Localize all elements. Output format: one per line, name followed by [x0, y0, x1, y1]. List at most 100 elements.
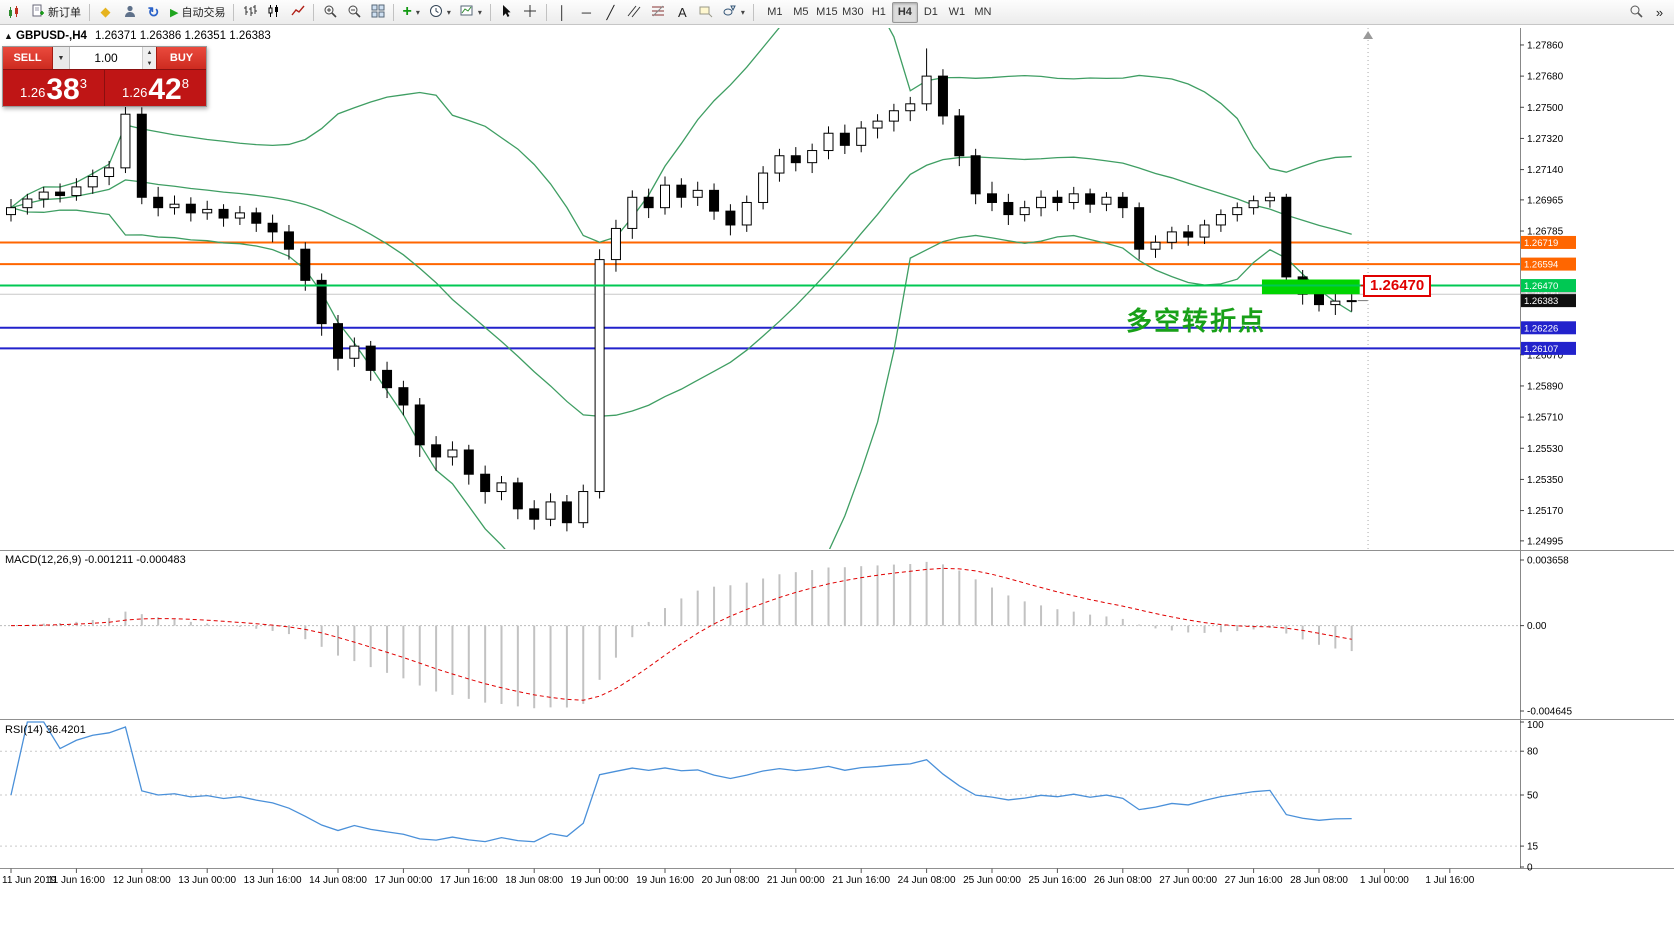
candlestick-chart-icon: [267, 4, 281, 21]
highlight-box[interactable]: [0, 279, 1520, 295]
annotation-text[interactable]: 多空转折点: [1126, 306, 1267, 336]
candlestick-chart-button[interactable]: [262, 2, 285, 23]
svg-text:15: 15: [1527, 842, 1539, 853]
channel-tool[interactable]: [623, 2, 646, 23]
zoom-out-button[interactable]: [342, 2, 365, 23]
ohlc-values: 1.26371 1.26386 1.26351 1.26383: [94, 30, 271, 42]
toolbar-more-button[interactable]: »: [1648, 2, 1671, 23]
svg-text:0.00: 0.00: [1527, 621, 1547, 632]
line-chart-button[interactable]: [286, 2, 309, 23]
fibonacci-tool[interactable]: [647, 2, 670, 23]
trendline-tool[interactable]: ╱: [599, 2, 622, 23]
macd-axis[interactable]: 0.003658 0.00 -0.004645: [1520, 556, 1572, 718]
separator: [489, 3, 491, 21]
ask-big-digits: 42: [148, 73, 182, 106]
svg-text:20 Jun 08:00: 20 Jun 08:00: [701, 875, 759, 886]
chart-frame: [0, 28, 1674, 869]
svg-text:1.25530: 1.25530: [1527, 444, 1564, 455]
search-button[interactable]: [1624, 2, 1647, 23]
clock-icon: [429, 4, 443, 21]
svg-text:19 Jun 16:00: 19 Jun 16:00: [636, 875, 694, 886]
bar-chart-icon: [243, 4, 257, 21]
cursor-button[interactable]: [495, 2, 518, 23]
price-axis[interactable]: 1.27860 1.27680 1.27500 1.27320 1.27140 1.269…: [1520, 40, 1576, 547]
sell-button[interactable]: SELL: [3, 47, 53, 69]
volume-value[interactable]: 1.00: [94, 51, 118, 65]
tf-m30-button[interactable]: M30: [840, 2, 866, 23]
svg-text:13 Jun 16:00: 13 Jun 16:00: [244, 875, 302, 886]
macd-label: MACD(12,26,9) -0.001211 -0.000483: [5, 554, 186, 566]
tile-windows-button[interactable]: [366, 2, 389, 23]
oneclick-collapse-toggle[interactable]: ▲: [4, 31, 13, 41]
refresh-button[interactable]: ↻: [142, 2, 165, 23]
tf-h4-button[interactable]: H4: [891, 1, 918, 23]
tf-m1-button[interactable]: M1: [762, 2, 788, 23]
volume-up-button[interactable]: ▲: [143, 47, 156, 58]
svg-text:25 Jun 16:00: 25 Jun 16:00: [1028, 875, 1086, 886]
buy-button[interactable]: BUY: [156, 47, 206, 69]
svg-text:1.25890: 1.25890: [1527, 381, 1564, 392]
rsi-axis[interactable]: 100 80 50 15 0: [1520, 720, 1544, 874]
price-callout[interactable]: 1.26470: [1363, 275, 1432, 297]
bollinger-bands: [10, 28, 1353, 549]
crosshair-button[interactable]: [519, 2, 542, 23]
chevron-down-icon: ▾: [446, 7, 451, 17]
app-chart-icon: [3, 2, 26, 23]
volume-down-button[interactable]: ▼: [143, 58, 156, 69]
bar-chart-button[interactable]: [238, 2, 261, 23]
chevron-right-icon: »: [1655, 4, 1664, 20]
tf-w1-button[interactable]: W1: [944, 2, 970, 23]
svg-text:28 Jun 08:00: 28 Jun 08:00: [1290, 875, 1348, 886]
svg-text:1.27500: 1.27500: [1527, 103, 1564, 114]
vertical-line-icon: │: [558, 4, 567, 20]
ask-price[interactable]: 1.26 42 8: [105, 70, 206, 106]
timeframe-group: M1 M5 M15 M30 H1 H4 D1 W1 MN: [762, 1, 996, 23]
chart-canvas[interactable]: 1.27860 1.27680 1.27500 1.27320 1.27140 1.269…: [0, 25, 1674, 947]
svg-text:17 Jun 16:00: 17 Jun 16:00: [440, 875, 498, 886]
svg-text:11 Jun 2019: 11 Jun 2019: [2, 875, 57, 886]
label-tool[interactable]: [695, 2, 718, 23]
profile-button[interactable]: [118, 2, 141, 23]
level-lines[interactable]: [0, 241, 1520, 350]
macd-pane: [0, 561, 1520, 709]
svg-text:17 Jun 00:00: 17 Jun 00:00: [374, 875, 432, 886]
fibonacci-icon: [651, 4, 665, 21]
svg-text:1.27860: 1.27860: [1527, 40, 1564, 51]
svg-text:25 Jun 00:00: 25 Jun 00:00: [963, 875, 1021, 886]
tf-d1-button[interactable]: D1: [918, 2, 944, 23]
horizontal-line-tool[interactable]: ─: [575, 2, 598, 23]
bid-prefix: 1.26: [20, 85, 46, 100]
zoom-in-button[interactable]: [318, 2, 341, 23]
horizontal-line-icon: ─: [581, 4, 591, 20]
autotrading-button[interactable]: ▶ 自动交易: [166, 2, 229, 23]
svg-text:1.26470: 1.26470: [1524, 281, 1558, 292]
label-icon: [699, 4, 713, 21]
new-order-label: 新订单: [48, 7, 81, 19]
tf-mn-button[interactable]: MN: [970, 2, 996, 23]
periods-button[interactable]: ▾: [425, 2, 455, 23]
symbol-label: GBPUSD-,H4: [16, 30, 87, 42]
separator: [545, 3, 547, 21]
order-options-dropdown[interactable]: ▼: [53, 47, 70, 69]
tf-h1-button[interactable]: H1: [866, 2, 892, 23]
channel-icon: [627, 4, 641, 21]
svg-text:26 Jun 08:00: 26 Jun 08:00: [1094, 875, 1152, 886]
community-button[interactable]: ◆: [94, 2, 117, 23]
svg-text:1.24995: 1.24995: [1527, 536, 1564, 547]
tf-m15-button[interactable]: M15: [814, 2, 840, 23]
bid-price[interactable]: 1.26 38 3: [3, 70, 105, 106]
new-order-button[interactable]: 新订单: [27, 2, 85, 23]
chart-shift-marker[interactable]: [1363, 31, 1374, 39]
templates-button[interactable]: ▾: [456, 2, 486, 23]
indicators-button[interactable]: + ▾: [398, 2, 423, 23]
svg-text:1 Jul 16:00: 1 Jul 16:00: [1425, 875, 1474, 886]
chevron-down-icon: ▾: [477, 7, 482, 17]
tile-windows-icon: [371, 4, 385, 21]
volume-field[interactable]: 1.00 ▲ ▼: [70, 47, 156, 69]
text-tool[interactable]: A: [671, 2, 694, 23]
tf-m5-button[interactable]: M5: [788, 2, 814, 23]
shapes-tool[interactable]: ▾: [719, 2, 749, 23]
vertical-line-tool[interactable]: │: [551, 2, 574, 23]
svg-text:1.25710: 1.25710: [1527, 413, 1564, 424]
